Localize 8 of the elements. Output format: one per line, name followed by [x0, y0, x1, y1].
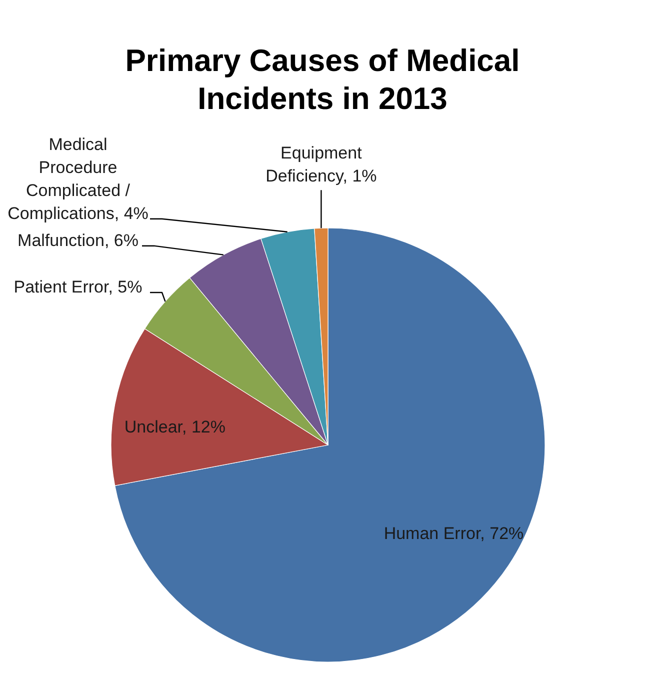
- slice-label: Malfunction, 6%: [18, 230, 138, 250]
- chart-title: Primary Causes of Medical Incidents in 2013: [125, 43, 520, 116]
- slice-label: Medical Procedure Complicated / Complications, 4%: [8, 134, 148, 223]
- slice-label: Unclear, 12%: [124, 418, 226, 437]
- slice-label: Patient Error, 5%: [14, 277, 142, 296]
- slice-label: Human Error, 72%: [384, 524, 524, 544]
- slice-label: Equipment Deficiency, 1%: [266, 144, 377, 186]
- pie-slice: [114, 228, 546, 662]
